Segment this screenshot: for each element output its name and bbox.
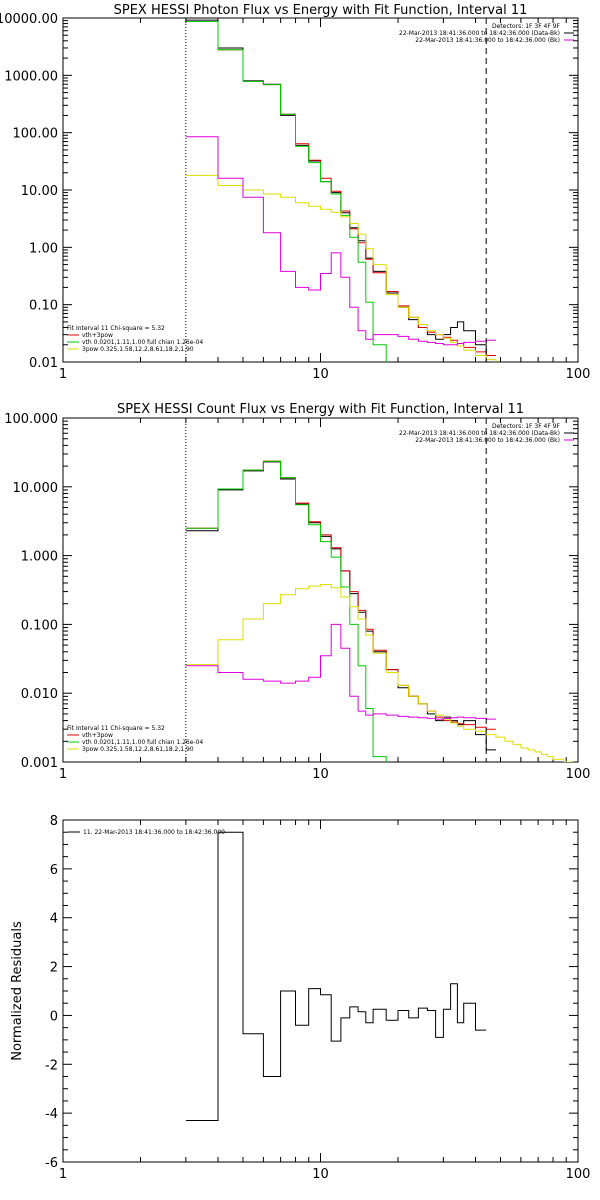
x-tick-label: 1 <box>59 767 67 782</box>
y-axis-ticks: 10000.00 1000.00 100.00 10.00 1.00 0.10 0.01 <box>0 12 578 371</box>
legend-entry: vth 0.0201,1.11,1.00 full chian 1.26e-04 <box>82 739 203 746</box>
x-tick-label: 10 <box>312 367 329 382</box>
legend-entry: Detectors: 1F 3F 4F 9F <box>492 423 561 430</box>
y-tick-label: 100.000 <box>4 412 58 427</box>
y-tick-label: 0.100 <box>21 618 58 633</box>
series-1-line <box>185 831 487 1121</box>
y-axis-ticks: 100.000 10.000 1.000 0.100 0.010 0.001 <box>4 412 578 771</box>
y-tick-label: 8 <box>50 814 58 829</box>
x-tick-label: 1 <box>59 1167 67 1182</box>
legend-entry: 22-Mar-2013 18:41:36.000 to 18:42:36.000… <box>399 430 560 437</box>
y-tick-label: 10000.00 <box>0 12 58 27</box>
legend-left: 11. 22-Mar-2013 18:41:36.000 to 18:42:36… <box>68 829 225 836</box>
series-3-line <box>185 460 387 762</box>
y-tick-label: 0.001 <box>21 756 58 771</box>
legend-left: Fit Interval 11 Chi-square = 5.32vth+3po… <box>67 325 203 353</box>
x-tick-label: 100 <box>566 367 591 382</box>
series-5-line <box>185 623 496 720</box>
legend-entry: 22-Mar-2013 18:41:36.000 to 18:42:36.000… <box>415 37 560 44</box>
series-4-line <box>185 174 497 362</box>
legend-entry: vth 0.0201,1.11,1.00 full chian 1.26e-04 <box>82 339 203 346</box>
y-tick-label: 0.10 <box>29 299 58 314</box>
y-tick-label: 6 <box>50 863 58 878</box>
x-axis-ticks: 1 10 100 <box>59 418 591 782</box>
y-tick-label: 1.000 <box>21 550 58 565</box>
legend-entry: 22-Mar-2013 18:41:36.000 to 18:42:36.000… <box>415 437 560 444</box>
chart-title: SPEX HESSI Count Flux vs Energy with Fit… <box>117 402 524 417</box>
y-tick-label: 100.00 <box>13 127 59 142</box>
plot-area <box>185 418 574 762</box>
y-tick-label: 1000.00 <box>4 69 58 84</box>
legend-entry: vth+3pow <box>82 732 113 739</box>
x-axis-ticks: 1 10 100 <box>59 820 591 1182</box>
series-1-line <box>185 461 496 751</box>
series-5-line <box>185 136 496 346</box>
plot-area <box>185 831 487 1121</box>
legend-entry: 11. 22-Mar-2013 18:41:36.000 to 18:42:36… <box>83 829 225 836</box>
y-tick-label: 0 <box>50 1009 58 1024</box>
x-tick-label: 1 <box>59 367 67 382</box>
legend-entry: vth+3pow <box>82 332 113 339</box>
y-tick-label: 0.010 <box>21 687 58 702</box>
x-tick-label: 100 <box>566 767 591 782</box>
y-tick-label: -2 <box>45 1058 58 1073</box>
legend-entry: Fit Interval 11 Chi-square = 5.32 <box>67 725 165 732</box>
series-2-line <box>185 21 496 356</box>
legend-entry: Detectors: 1F 3F 4F 9F <box>492 23 561 30</box>
chart-panel-2: SPEX HESSI Count Flux vs Energy with Fit… <box>4 402 591 782</box>
x-tick-label: 10 <box>312 767 329 782</box>
y-tick-label: 2 <box>50 961 58 976</box>
chart-title: SPEX HESSI Photon Flux vs Energy with Fi… <box>114 3 528 18</box>
plot-frame <box>62 417 579 763</box>
legend-entry: 3pow 0.325,1.58,12.2,8.61,18.2,1.90 <box>82 346 194 353</box>
y-tick-label: -4 <box>45 1107 58 1122</box>
y-tick-label: 1.00 <box>29 241 58 256</box>
chart-panel-3: Normalized Residuals 1 10 100 8 6 4 2 0 -2 -4 -6 11.… <box>10 814 590 1182</box>
plot-frame <box>62 17 579 363</box>
plot-area <box>185 18 497 362</box>
y-tick-label: 10.00 <box>21 184 58 199</box>
chart-panel-1: SPEX HESSI Photon Flux vs Energy with Fi… <box>0 3 590 382</box>
x-tick-label: 100 <box>566 1167 591 1182</box>
series-3-line <box>185 21 387 362</box>
series-4-line <box>185 584 574 762</box>
x-tick-label: 10 <box>312 1167 329 1182</box>
legend-entry: Fit Interval 11 Chi-square = 5.32 <box>67 325 165 332</box>
legend-entry: 22-Mar-2013 18:41:36.000 to 18:42:36.000… <box>399 30 560 37</box>
y-axis-ticks: 8 6 4 2 0 -2 -4 -6 <box>45 814 578 1171</box>
y-tick-label: 0.01 <box>29 356 58 371</box>
y-tick-label: -6 <box>45 1156 58 1171</box>
legend-entry: 3pow 0.325,1.58,12.2,8.61,18.2,1.90 <box>82 746 194 753</box>
x-axis-ticks: 1 10 100 <box>59 18 591 382</box>
y-axis-label: Normalized Residuals <box>10 921 25 1061</box>
legend-left: Fit Interval 11 Chi-square = 5.32vth+3po… <box>67 725 203 753</box>
y-tick-label: 10.000 <box>13 481 59 496</box>
y-tick-label: 4 <box>50 912 58 927</box>
